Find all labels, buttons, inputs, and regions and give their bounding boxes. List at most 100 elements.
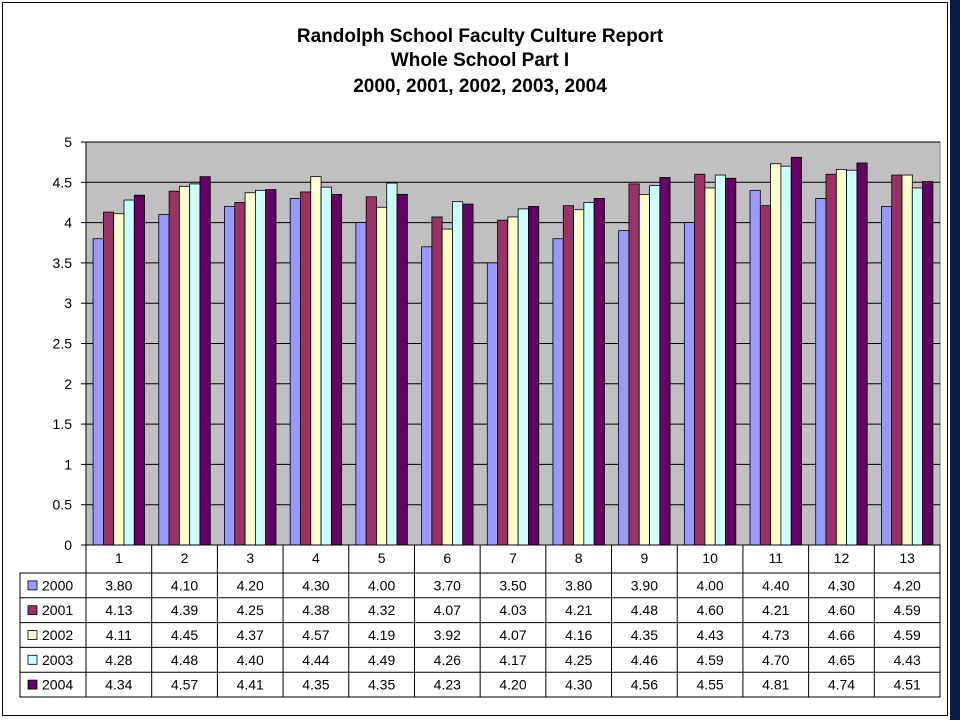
data-label: 4.03 xyxy=(499,602,526,618)
bar-2000-6 xyxy=(421,246,433,546)
y-tick-label: 2 xyxy=(64,376,72,392)
category-label: 8 xyxy=(575,550,583,566)
data-label: 4.39 xyxy=(171,602,198,618)
legend-key-2002 xyxy=(27,630,38,640)
bar-2000-1 xyxy=(92,238,104,546)
chart-frame xyxy=(2,2,948,716)
data-label: 4.11 xyxy=(106,627,132,643)
legend-key-2003 xyxy=(27,654,38,665)
bar-2000-4 xyxy=(289,198,301,546)
data-label: 4.21 xyxy=(762,602,789,618)
data-label: 4.35 xyxy=(631,627,658,643)
data-label: 4.44 xyxy=(302,652,329,668)
bar-2002-13 xyxy=(901,174,913,546)
bar-2003-6 xyxy=(452,201,464,546)
bar-2004-8 xyxy=(593,198,605,546)
data-label: 4.38 xyxy=(302,602,329,618)
data-label: 4.37 xyxy=(237,627,264,643)
category-label: 2 xyxy=(181,550,189,566)
data-label: 4.66 xyxy=(828,627,855,643)
bar-2003-1 xyxy=(123,199,135,546)
bar-2004-12 xyxy=(856,162,868,546)
category-label: 5 xyxy=(378,550,386,566)
data-label: 4.00 xyxy=(368,577,395,593)
data-label: 4.57 xyxy=(302,627,329,643)
bar-2001-3 xyxy=(234,202,246,546)
chart-title-line-2: Whole School Part I xyxy=(390,50,570,71)
bar-2002-3 xyxy=(244,192,256,546)
data-label: 4.32 xyxy=(368,602,395,618)
legend-label: 2003 xyxy=(42,652,73,668)
bar-2004-5 xyxy=(396,193,408,546)
data-label: 4.00 xyxy=(696,577,723,593)
bar-2004-11 xyxy=(790,156,802,546)
chart-title-line-1: Randolph School Faculty Culture Report xyxy=(296,26,664,47)
data-label: 4.59 xyxy=(696,652,723,668)
data-label: 4.34 xyxy=(105,677,132,693)
data-label: 4.30 xyxy=(828,577,855,593)
data-label: 4.28 xyxy=(105,652,132,668)
legend-label: 2004 xyxy=(42,677,73,693)
data-label: 4.40 xyxy=(237,652,264,668)
bar-2001-9 xyxy=(628,183,640,546)
y-tick-label: 1.5 xyxy=(53,416,73,432)
y-tick-label: 4 xyxy=(64,215,72,231)
y-tick-label: 3.5 xyxy=(53,255,73,271)
window-edge xyxy=(950,0,960,720)
bar-2003-7 xyxy=(517,208,529,546)
chart-title-line-3: 2000, 2001, 2002, 2003, 2004 xyxy=(353,76,607,97)
bar-2002-1 xyxy=(113,213,125,546)
data-label: 4.23 xyxy=(434,677,461,693)
bar-2001-4 xyxy=(300,191,312,546)
bar-2000-3 xyxy=(224,206,236,546)
legend-label: 2000 xyxy=(42,577,73,593)
bar-2001-11 xyxy=(759,205,772,546)
data-label: 4.17 xyxy=(499,652,526,668)
bar-2000-10 xyxy=(683,222,696,546)
data-label: 4.10 xyxy=(171,577,198,593)
category-label: 12 xyxy=(834,550,850,566)
bar-2004-3 xyxy=(265,189,277,546)
data-label: 4.16 xyxy=(565,627,592,643)
bar-2000-9 xyxy=(618,230,630,546)
data-label: 3.70 xyxy=(434,577,461,593)
data-label: 4.07 xyxy=(434,602,461,618)
y-tick-label: 0.5 xyxy=(53,497,73,513)
y-tick-label: 1 xyxy=(64,456,72,472)
bar-2003-11 xyxy=(780,165,792,546)
data-label: 3.80 xyxy=(105,577,132,593)
bar-2001-12 xyxy=(825,173,837,546)
bar-2002-10 xyxy=(704,187,716,546)
data-label: 4.35 xyxy=(302,677,329,693)
category-label: 11 xyxy=(768,550,783,566)
legend-key-2000 xyxy=(27,580,38,591)
data-label: 4.65 xyxy=(828,652,855,668)
data-label: 4.70 xyxy=(762,652,789,668)
legend-key-2001 xyxy=(27,605,38,616)
bar-2003-13 xyxy=(911,187,924,546)
category-label: 3 xyxy=(246,550,254,566)
bar-2003-5 xyxy=(386,182,398,546)
bar-2004-13 xyxy=(922,181,934,546)
bar-2003-10 xyxy=(714,174,726,546)
legend-label: 2002 xyxy=(42,627,73,643)
data-label: 4.73 xyxy=(762,627,789,643)
data-label: 4.20 xyxy=(894,577,921,593)
bar-2004-9 xyxy=(659,177,671,546)
data-label: 4.51 xyxy=(894,677,921,693)
bar-2004-4 xyxy=(330,193,343,546)
bar-2002-4 xyxy=(310,176,322,546)
data-label: 4.46 xyxy=(631,652,658,668)
data-label: 4.30 xyxy=(565,677,592,693)
category-label: 10 xyxy=(702,550,718,566)
data-label: 4.35 xyxy=(368,677,395,693)
data-label: 4.45 xyxy=(171,627,198,643)
data-label: 3.80 xyxy=(565,577,592,593)
bar-2003-3 xyxy=(254,189,267,546)
data-label: 4.07 xyxy=(499,627,526,643)
bar-2001-8 xyxy=(562,205,574,546)
data-label: 4.40 xyxy=(762,577,789,593)
data-label: 4.25 xyxy=(237,602,264,618)
data-label: 4.43 xyxy=(894,652,921,668)
data-label: 4.57 xyxy=(171,677,198,693)
